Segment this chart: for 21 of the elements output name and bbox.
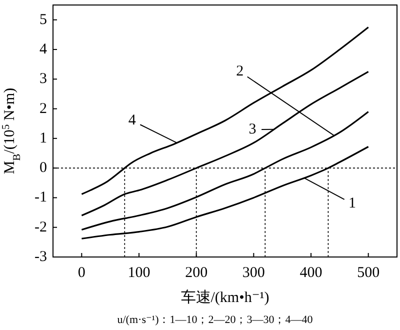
y-tick-label: 2 [40,100,47,117]
series-label: 4 [128,112,136,129]
text: 1 [348,196,356,212]
y-tick-label: 4 [40,41,48,58]
x-tick-label: 200 [185,265,208,281]
legend-label: 3 [248,122,256,138]
y-tick-label: 0 [40,160,47,176]
x-tick-label: 400 [300,265,322,281]
y-tick-label: -1 [34,190,47,206]
x-axis-title: 车速/(km•h⁻¹) [180,289,270,306]
x-tick-label: 500 [357,265,380,281]
x-tick-label: 0 [78,265,86,281]
y-tick-label: 1 [40,130,47,146]
x-tick-label: 100 [128,265,150,281]
y-tick-label: 3 [40,71,47,88]
y-tick-label: -2 [34,219,47,236]
x-tick-label: 300 [242,265,265,281]
y-tick-label: 5 [40,12,47,28]
text: 2 [236,64,244,80]
text: u/(m·s⁻¹)：1—10；2—20；3—30；4—40 [117,314,314,326]
y-tick-label: -3 [34,249,47,265]
